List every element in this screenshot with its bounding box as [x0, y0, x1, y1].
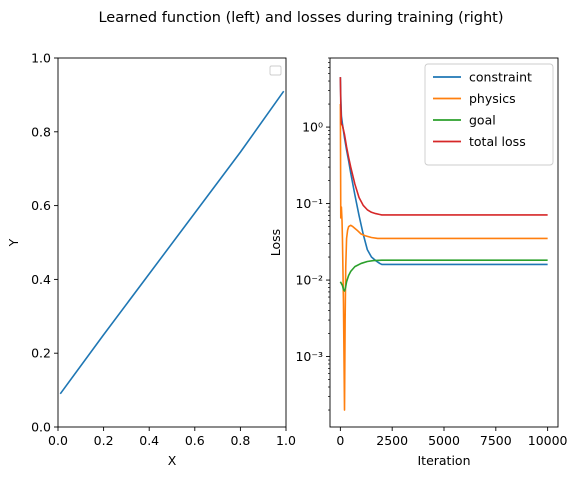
- series-line-goal: [339, 259, 548, 292]
- series-line-physics: [339, 104, 548, 411]
- legend-label: goal: [469, 113, 496, 128]
- x-axis-label: Iteration: [417, 453, 470, 468]
- legend-label: constraint: [469, 70, 532, 85]
- x-tick-label: 0.6: [185, 433, 205, 448]
- left-chart-panel: 0.0 0.2 0.4 0.6 0.8 1.0 0.0 0.2 0.4 0.6 0.8 1.0 X Y: [6, 51, 296, 469]
- x-tick-label: 0.2: [94, 433, 114, 448]
- series-line-total-loss: [339, 77, 548, 216]
- x-tick-label: 7500: [480, 433, 512, 448]
- y-axis-label: Loss: [268, 229, 283, 256]
- y-tick-label: 0.8: [31, 124, 51, 139]
- x-tick-label: 1.0: [276, 433, 296, 448]
- x-tick-label: 0: [336, 433, 344, 448]
- x-tick-label: 0.0: [48, 433, 68, 448]
- x-axis-label: X: [168, 453, 177, 468]
- x-tick-label: 0.8: [230, 433, 250, 448]
- legend-empty-box: [269, 65, 282, 76]
- y-tick-label: 0.0: [31, 420, 51, 435]
- x-tick-label: 0.4: [139, 433, 159, 448]
- y-tick-label: 10⁻²: [295, 273, 323, 288]
- series-line-learned-function: [59, 90, 285, 395]
- x-tick-label: 2500: [376, 433, 408, 448]
- legend-box: [424, 63, 554, 166]
- y-tick-label: 1.0: [31, 51, 51, 66]
- right-chart-panel: 0 2500 5000 7500 10000 10⁻³ 10⁻² 10⁻¹ 10⁰ Iterati…: [268, 57, 568, 468]
- y-tick-label: 0.2: [31, 346, 51, 361]
- y-tick-label: 0.6: [31, 198, 51, 213]
- x-tick-label: 10000: [528, 433, 568, 448]
- axes-frame: [57, 57, 287, 428]
- y-tick-label: 0.4: [31, 272, 51, 287]
- y-tick-label: 10⁻¹: [295, 196, 323, 211]
- y-tick-label: 10⁰: [302, 120, 323, 135]
- figure-suptitle: Learned function (left) and losses durin…: [98, 10, 503, 26]
- legend-label: total loss: [469, 134, 526, 149]
- y-axis-label: Y: [6, 238, 21, 247]
- legend-label: physics: [469, 91, 516, 106]
- y-tick-label: 10⁻³: [295, 349, 323, 364]
- x-tick-label: 5000: [428, 433, 460, 448]
